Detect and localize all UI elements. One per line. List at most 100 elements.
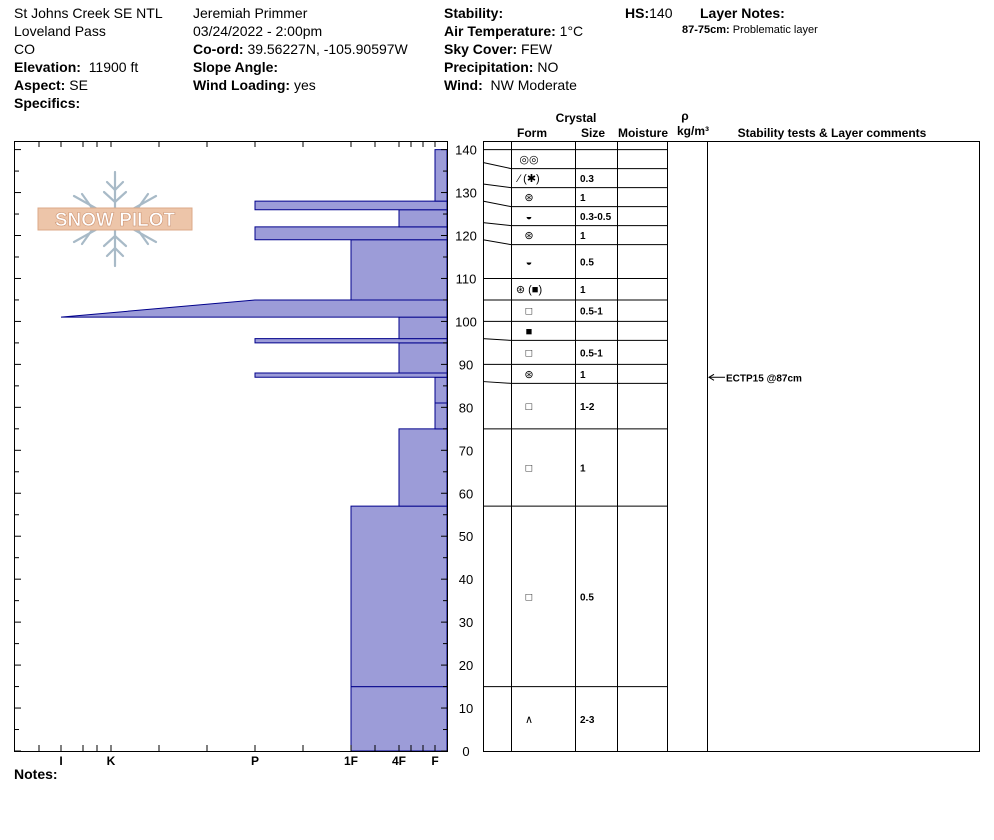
wind-loading-label: Wind Loading: <box>193 77 291 93</box>
wind-loading-row: Wind Loading: yes <box>193 76 316 94</box>
slope-row: Slope Angle: <box>193 58 278 76</box>
hardness-tick-label: K <box>107 754 116 768</box>
y-tick-label: 50 <box>459 529 473 544</box>
y-tick-label: 70 <box>459 443 473 458</box>
layer-size: 0.5-1 <box>580 348 603 359</box>
elevation-row: Elevation: 11900 ft <box>14 58 138 76</box>
layer-size: 0.3 <box>580 174 594 185</box>
aspect-label: Aspect: <box>14 77 66 93</box>
y-tick-label: 10 <box>459 701 473 716</box>
stability-label: Stability: <box>444 5 504 21</box>
coord-value: 39.56227N, -105.90597W <box>247 41 408 57</box>
y-tick-label: 120 <box>455 229 477 244</box>
specifics-row: Specifics: <box>14 94 80 112</box>
density-header: kg/m³ <box>677 124 709 138</box>
hardness-plot-frame <box>14 141 448 752</box>
layer-size: 1 <box>580 231 586 242</box>
layer-form: □ <box>526 462 533 474</box>
layer-size: 1 <box>580 193 586 204</box>
wind-label: Wind: <box>444 77 483 93</box>
hardness-bar <box>398 342 448 374</box>
hardness-bar <box>398 428 448 507</box>
layer-size: 0.5 <box>580 592 594 603</box>
site-name: St Johns Creek SE NTL <box>14 5 163 21</box>
sky-value: FEW <box>521 41 553 57</box>
layer-form: □ <box>526 401 533 413</box>
layer-size: 1 <box>580 463 586 474</box>
layer-form: □ <box>526 347 533 359</box>
y-tick-label: 90 <box>459 357 473 372</box>
elevation-value: 11900 ft <box>88 59 139 75</box>
air-temp-value: 1°C <box>559 23 584 39</box>
precip-row: Precipitation: NO <box>444 58 558 76</box>
site-state: CO <box>14 41 35 57</box>
layer-size: 2-3 <box>580 715 595 726</box>
layer-form: ⁄ (✱) <box>515 173 539 185</box>
layer-connector <box>482 338 512 341</box>
observation-datetime: 03/24/2022 - 2:00pm <box>193 23 323 39</box>
wind-row: Wind: NW Moderate <box>444 76 577 94</box>
hs-row: HS:140 <box>625 4 672 22</box>
layer-form: ◎◎ <box>519 154 538 166</box>
crystal-header: Crystal <box>556 111 597 125</box>
layer-form: □ <box>526 306 533 318</box>
y-tick-label: 20 <box>459 658 473 673</box>
layer-size: 1 <box>580 285 586 296</box>
layer-form: ∧ <box>525 714 533 726</box>
hs-value: 140 <box>649 5 673 21</box>
layer-note: 87-75cm: Problematic layer <box>682 23 818 37</box>
hardness-bar <box>350 686 448 752</box>
layer-form: ⊛ <box>524 230 533 242</box>
hardness-bar <box>434 149 448 202</box>
coord-row: Co-ord: 39.56227N, -105.90597W <box>193 40 408 58</box>
hardness-bar <box>254 372 448 378</box>
layer-size: 0.3-0.5 <box>580 212 612 223</box>
logo-text: SNOW PILOT <box>55 210 176 231</box>
layer-note-range: 87-75cm: <box>682 24 730 36</box>
elevation-label: Elevation: <box>14 59 81 75</box>
layer-size: 0.5-1 <box>580 307 603 318</box>
hardness-bar <box>254 338 448 344</box>
layer-size: 1 <box>580 370 586 381</box>
hardness-tick-label: P <box>251 754 259 768</box>
y-tick-label: 80 <box>459 400 473 415</box>
wind-value: NW Moderate <box>490 77 577 93</box>
size-header: Size <box>581 126 605 140</box>
y-tick-label: 140 <box>455 143 477 158</box>
layer-form: ⊛ <box>524 369 533 381</box>
moisture-header: Moisture <box>618 126 668 140</box>
hardness-bar <box>398 209 448 228</box>
coord-label: Co-ord: <box>193 41 244 57</box>
layer-form: ◒ <box>526 211 533 223</box>
sky-label: Sky Cover: <box>444 41 518 57</box>
y-tick-label: 110 <box>456 271 477 286</box>
hardness-tick-label: 1F <box>344 754 358 768</box>
precip-label: Precipitation: <box>444 59 534 75</box>
y-tick-label: 30 <box>459 615 473 630</box>
layer-form: ⊛ <box>524 192 533 204</box>
hardness-bar <box>350 505 448 688</box>
hardness-tick-label: 4F <box>392 754 406 768</box>
layer-connector <box>482 222 512 227</box>
layer-form: ⊛ (■) <box>516 284 542 296</box>
layer-notes-label: Layer Notes: <box>700 5 785 21</box>
test-result: ECTP15 @87cm <box>726 373 802 384</box>
rho-header: ρ <box>681 109 688 123</box>
hardness-bar <box>254 226 448 241</box>
layer-size: 0.5 <box>580 258 594 269</box>
layer-connector <box>482 381 512 384</box>
layer-connector <box>482 239 512 246</box>
hardness-bar <box>254 200 448 211</box>
air-temp-row: Air Temperature: 1°C <box>444 22 583 40</box>
precip-value: NO <box>537 59 559 75</box>
layer-form: ■ <box>526 326 533 338</box>
test-arrowhead <box>708 373 715 381</box>
y-tick-label: 60 <box>459 486 473 501</box>
hardness-bar <box>60 299 448 318</box>
observer-name: Jeremiah Primmer <box>193 5 308 21</box>
specifics-label: Specifics: <box>14 95 81 111</box>
comments-header: Stability tests & Layer comments <box>738 126 927 140</box>
layer-note-text: Problematic layer <box>732 24 818 36</box>
snowpilot-logo: SNOW PILOT <box>37 170 193 268</box>
